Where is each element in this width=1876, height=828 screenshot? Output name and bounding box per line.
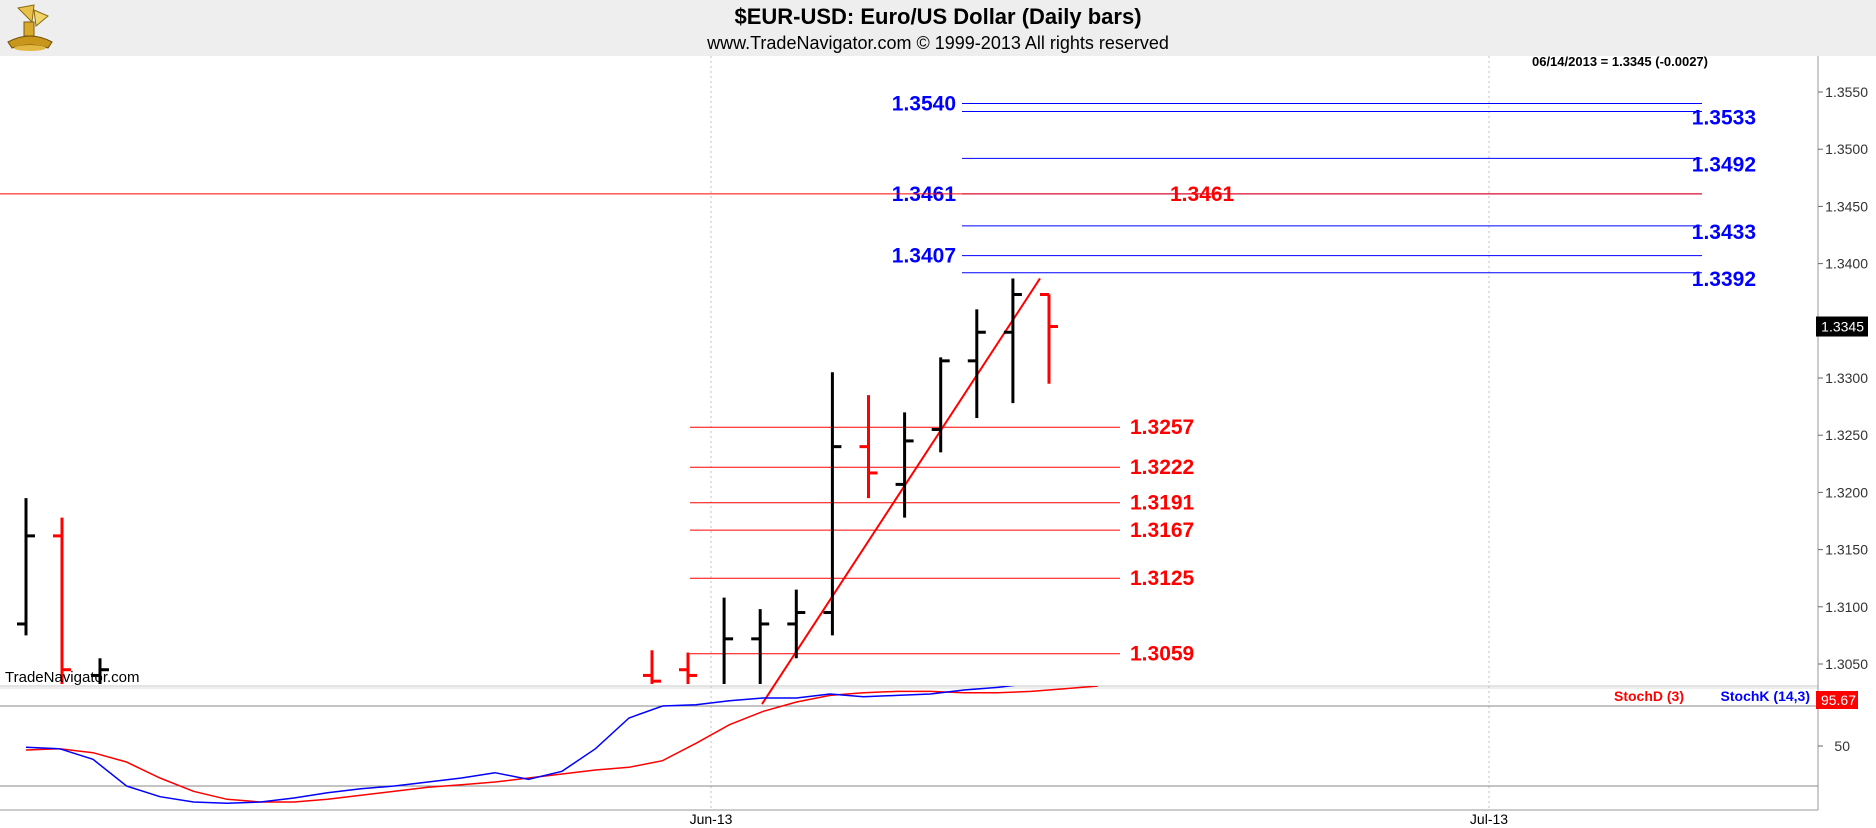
stoch-last-marker <box>1816 691 1858 709</box>
red-level-label: 1.3222 <box>1130 456 1194 479</box>
last-price-marker <box>1816 316 1868 337</box>
y-tick-label: 1.3250 <box>1825 427 1868 443</box>
stoch-k-line <box>25 686 1016 805</box>
y-tick-label: 1.3100 <box>1825 599 1868 615</box>
ohlc-bar <box>751 609 770 684</box>
blue-level-label: 1.3433 <box>1692 221 1756 244</box>
ohlc-bar <box>643 650 661 684</box>
level-layer: 1.3540 1.3533 1.3492 1.3461 1.3433 1.3407 1.33… <box>0 92 1756 705</box>
ohlc-bar <box>17 498 35 636</box>
blue-level-label: 1.3533 <box>1692 106 1756 129</box>
ohlc-bar <box>679 652 697 684</box>
axis-layer: 06/14/2013 = 1.3345 (-0.0027) StochD (3)… <box>690 54 1869 827</box>
ohlc-bar <box>967 309 986 419</box>
blue-level-label: 1.3407 <box>892 245 956 268</box>
ohlc-bar <box>1003 278 1022 404</box>
trendline <box>761 277 1041 705</box>
blue-level-label: 1.3492 <box>1692 153 1756 176</box>
red-level-label: 1.3191 <box>1130 492 1195 515</box>
bar-layer <box>17 278 1058 684</box>
blue-level-label: 1.3392 <box>1692 268 1756 291</box>
red-level-label: 1.3257 <box>1130 416 1194 439</box>
y-tick-label: 1.3050 <box>1825 656 1868 672</box>
y-tick-label: 1.3300 <box>1825 370 1868 386</box>
red-level-label: 1.3059 <box>1130 643 1194 666</box>
ohlc-bar <box>722 597 734 684</box>
x-tick-label: Jul-13 <box>1470 811 1508 827</box>
stoch-last-label: 95.67 <box>1821 692 1856 708</box>
ohlc-bar <box>895 412 914 518</box>
blue-level-label: 1.3540 <box>892 92 956 115</box>
stoch-d-legend: StochD (3) <box>1614 688 1684 704</box>
ohlc-bar <box>823 372 842 636</box>
y-tick-label: 1.3450 <box>1825 198 1868 214</box>
y-tick-label: 1.3400 <box>1825 256 1868 272</box>
red-level-label: 1.3125 <box>1130 567 1195 590</box>
last-price-label: 1.3345 <box>1821 319 1864 335</box>
grid-layer <box>0 56 1819 811</box>
info-label: 06/14/2013 = 1.3345 (-0.0027) <box>1532 54 1708 69</box>
ohlc-bar <box>931 357 950 453</box>
ohlc-bar <box>91 658 109 684</box>
stoch-tick-label: 50 <box>1834 738 1850 754</box>
red-level-label-long: 1.3461 <box>1170 183 1235 206</box>
trade-navigator-logo <box>4 2 56 54</box>
y-tick-label: 1.3200 <box>1825 484 1868 500</box>
stoch-d-line <box>25 686 1099 803</box>
ohlc-bar <box>1040 292 1058 384</box>
chart-title: $EUR-USD: Euro/US Dollar (Daily bars) <box>734 4 1142 29</box>
x-tick-label: Jun-13 <box>690 811 733 827</box>
stoch-layer <box>0 686 1818 805</box>
watermark: TradeNavigator.com <box>5 669 140 686</box>
chart-subtitle: www.TradeNavigator.com © 1999-2013 All r… <box>707 33 1169 53</box>
ohlc-bar <box>787 589 806 659</box>
chart-header <box>0 0 1876 56</box>
ohlc-bar <box>859 395 878 499</box>
y-tick-label: 1.3150 <box>1825 542 1868 558</box>
red-level-label: 1.3167 <box>1130 519 1194 542</box>
ohlc-bar <box>53 517 71 684</box>
y-tick-label: 1.3500 <box>1825 141 1868 157</box>
stoch-k-legend: StochK (14,3) <box>1721 688 1810 704</box>
y-tick-label: 1.3550 <box>1825 84 1868 100</box>
